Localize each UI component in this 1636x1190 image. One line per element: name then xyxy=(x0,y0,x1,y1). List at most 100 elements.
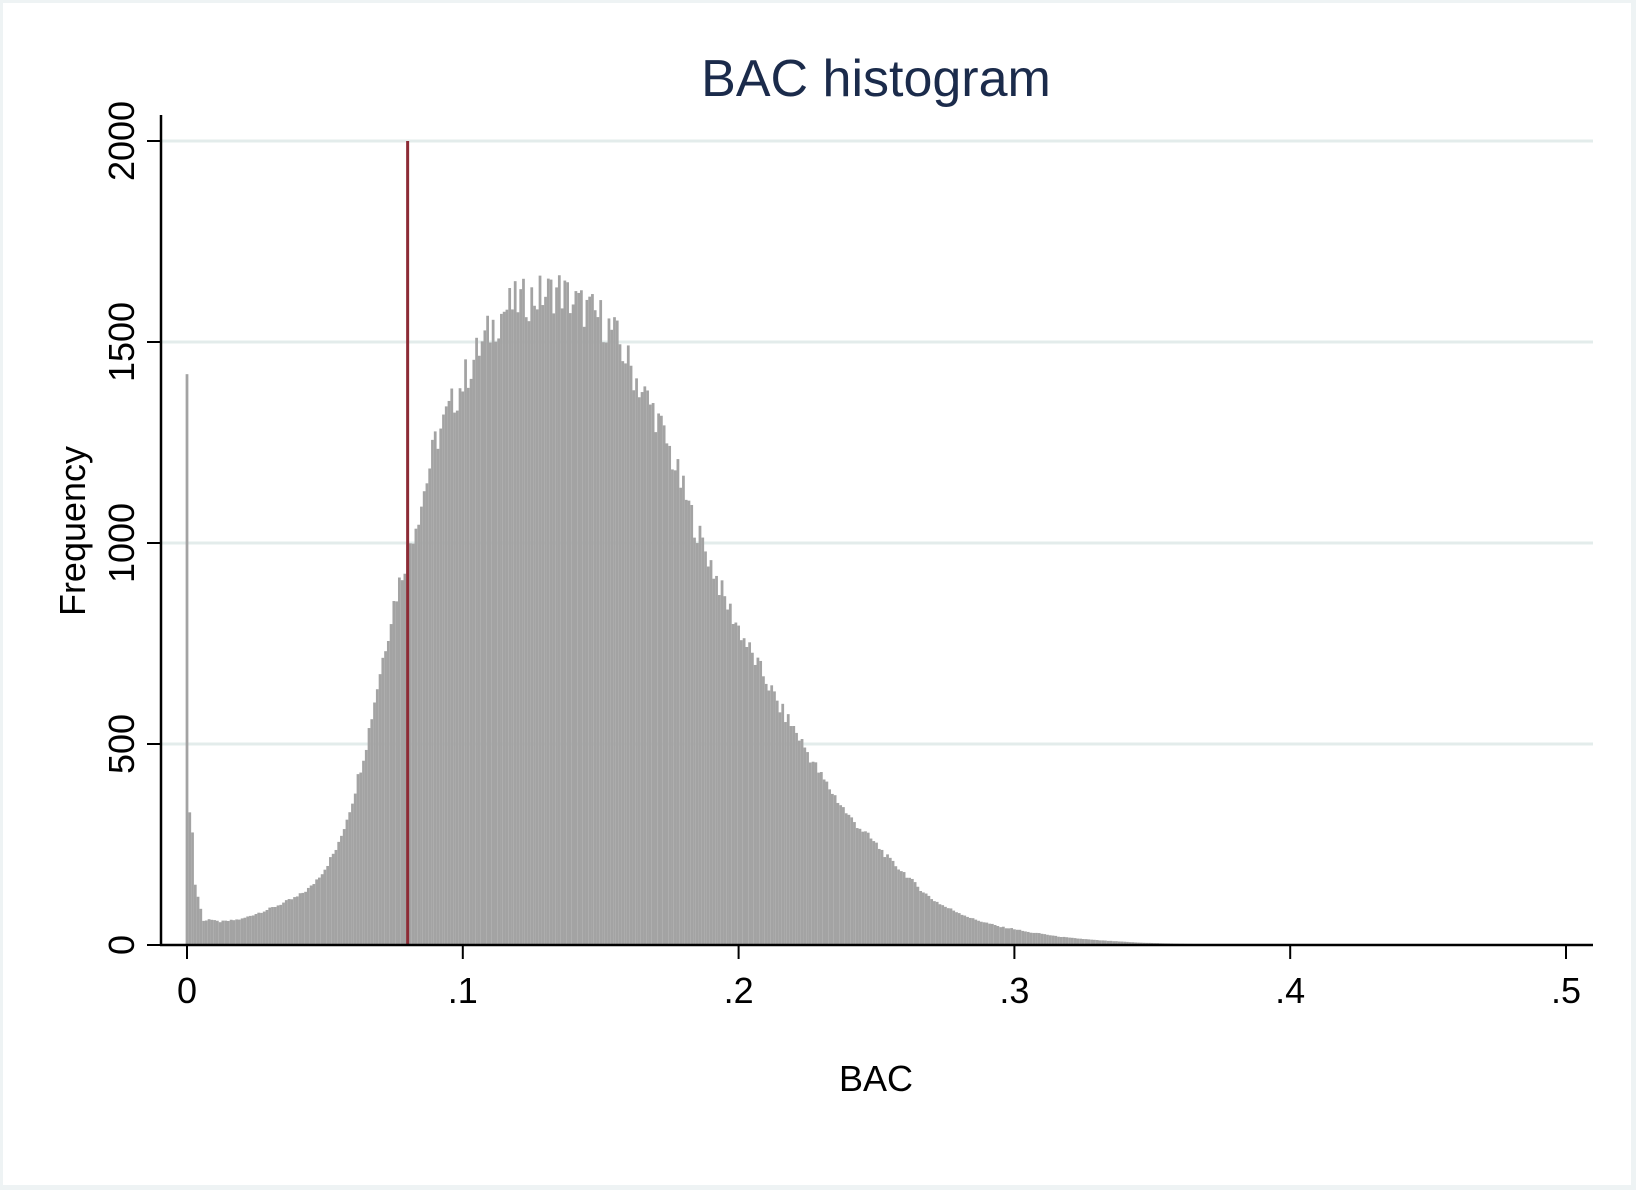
histogram-bar xyxy=(1123,941,1127,945)
histogram-bar xyxy=(453,412,456,946)
histogram-bar xyxy=(500,313,503,945)
histogram-bar xyxy=(695,543,699,945)
histogram-bar xyxy=(770,685,774,945)
histogram-bar xyxy=(624,363,627,945)
histogram-bar xyxy=(795,732,798,945)
histogram-bar xyxy=(709,560,713,945)
histogram-bar xyxy=(486,315,490,945)
y-tick-label: 0 xyxy=(101,935,142,955)
x-tick-label: .3 xyxy=(999,970,1029,1011)
histogram-bar xyxy=(817,772,820,945)
histogram-bar xyxy=(613,317,616,945)
histogram-bar xyxy=(524,317,528,945)
histogram-bar xyxy=(356,774,360,945)
histogram-bar xyxy=(428,468,432,945)
histogram-bar xyxy=(751,652,754,945)
histogram-bar xyxy=(298,893,302,945)
histogram-bar xyxy=(238,919,241,945)
histogram-bar xyxy=(1117,941,1121,945)
histogram-bar xyxy=(811,761,815,945)
histogram-bar xyxy=(1004,928,1008,945)
histogram-bar xyxy=(417,524,421,945)
histogram-bar xyxy=(637,397,641,945)
histogram-bar xyxy=(541,305,545,946)
histogram-bar xyxy=(420,506,423,945)
histogram-bar xyxy=(505,309,509,946)
histogram-bar xyxy=(1013,929,1016,945)
histogram-bar xyxy=(304,891,307,945)
histogram-bar xyxy=(910,878,914,945)
histogram-bar xyxy=(927,895,931,945)
histogram-bar xyxy=(1070,937,1074,945)
histogram-bar xyxy=(340,835,343,945)
histogram-bar xyxy=(704,551,707,945)
histogram-bar xyxy=(786,714,790,945)
histogram-bar xyxy=(513,281,517,945)
histogram-bar xyxy=(552,313,556,945)
histogram-bar xyxy=(671,469,674,945)
histogram-bar xyxy=(442,414,445,945)
histogram-bar xyxy=(996,926,1000,945)
histogram-bar xyxy=(728,603,732,945)
histogram-bar xyxy=(808,762,812,945)
histogram-bar xyxy=(803,747,807,945)
histogram-bar xyxy=(422,491,426,945)
histogram-bar xyxy=(618,344,622,945)
histogram-bar xyxy=(742,638,746,945)
histogram-bar xyxy=(836,802,840,945)
histogram-bar xyxy=(226,920,230,945)
histogram-bar xyxy=(1021,930,1025,945)
histogram-bar xyxy=(717,595,721,945)
histogram-bar xyxy=(866,832,870,945)
histogram-bar xyxy=(1126,941,1129,945)
histogram-bar xyxy=(1010,928,1014,945)
histogram-bar xyxy=(580,290,583,945)
histogram-bar xyxy=(648,404,652,945)
histogram-bar xyxy=(1093,939,1096,945)
histogram-bar xyxy=(662,425,666,945)
histogram-bar xyxy=(1095,940,1099,945)
y-tick-label: 1000 xyxy=(101,503,142,583)
histogram-bar xyxy=(830,793,834,945)
histogram-bar xyxy=(1128,942,1132,945)
histogram-bar xyxy=(312,884,316,945)
histogram-bar xyxy=(1062,936,1066,945)
x-tick-label: 0 xyxy=(177,970,197,1011)
histogram-bar xyxy=(320,874,324,945)
histogram-bar xyxy=(806,752,809,945)
histogram-bar xyxy=(221,920,225,945)
histogram-bar xyxy=(963,915,967,945)
histogram-bar xyxy=(563,280,567,945)
histogram-bar xyxy=(643,386,647,946)
histogram-bar xyxy=(825,781,829,945)
histogram-bar xyxy=(1084,939,1088,945)
histogram-bar xyxy=(522,278,525,945)
histogram-bar xyxy=(814,762,818,945)
histogram-bar xyxy=(1131,942,1135,945)
histogram-bar xyxy=(615,320,619,945)
x-tick-label: .2 xyxy=(724,970,754,1011)
histogram-bar xyxy=(400,580,404,945)
histogram-bar xyxy=(922,892,925,945)
y-axis-title: Frequency xyxy=(52,446,93,616)
histogram-bar xyxy=(530,287,534,945)
histogram-bar xyxy=(990,923,994,945)
histogram-bar xyxy=(489,342,492,946)
histogram-bar xyxy=(968,917,972,945)
histogram-bar xyxy=(720,580,724,945)
histogram-bar xyxy=(626,345,630,945)
histogram-bar xyxy=(897,869,900,945)
histogram-bar xyxy=(800,739,804,945)
histogram-bar xyxy=(414,528,418,945)
histogram-bar xyxy=(1001,926,1005,945)
histogram-bar xyxy=(337,841,341,945)
histogram-bar xyxy=(960,914,964,945)
histogram-bar xyxy=(596,317,600,946)
histogram-bar xyxy=(988,923,991,945)
histogram-bar xyxy=(519,289,523,945)
histogram-bar xyxy=(502,311,506,945)
histogram-bar xyxy=(847,814,851,945)
histogram-bar xyxy=(378,674,382,945)
histogram-bar xyxy=(781,703,785,945)
histogram-bar xyxy=(447,400,451,945)
